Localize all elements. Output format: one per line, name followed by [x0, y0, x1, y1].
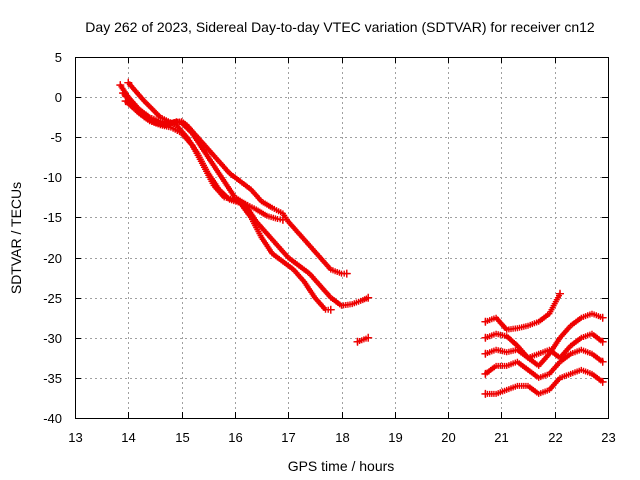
grid — [75, 57, 608, 418]
x-tick-label: 21 — [494, 430, 508, 445]
x-tick-labels: 13 14 15 16 17 18 19 20 21 22 23 — [68, 430, 615, 445]
chart-title: Day 262 of 2023, Sidereal Day-to-day VTE… — [85, 19, 595, 35]
x-tick-label: 13 — [68, 430, 82, 445]
plot-frame — [75, 57, 609, 419]
data-point — [116, 81, 125, 90]
x-tick-label: 14 — [121, 430, 135, 445]
data-point — [326, 305, 335, 314]
series-track-6 — [481, 289, 564, 333]
y-tick-label: -15 — [43, 210, 62, 225]
x-tick-label: 17 — [281, 430, 295, 445]
y-tick-label: 0 — [55, 90, 62, 105]
data-point — [364, 333, 373, 342]
series-line — [484, 313, 604, 367]
y-tick-label: -5 — [50, 130, 62, 145]
series-markers — [482, 290, 563, 333]
y-axis-title: SDTVAR / TECUs — [8, 182, 24, 294]
y-tick-label: -10 — [43, 170, 62, 185]
data-point — [481, 349, 490, 358]
data-point — [119, 89, 127, 98]
series-track-3 — [121, 97, 373, 309]
x-tick-label: 20 — [441, 430, 455, 445]
data-point — [124, 78, 133, 87]
y-tick-label: -30 — [43, 331, 62, 346]
series-track-8 — [481, 330, 607, 361]
data-point — [121, 97, 130, 106]
x-axis-title: GPS time / hours — [288, 458, 395, 474]
data-point — [556, 289, 564, 298]
x-tick-label: 15 — [175, 430, 189, 445]
x-tick-label: 18 — [335, 430, 349, 445]
y-tick-label: -20 — [43, 251, 62, 266]
y-tick-label: -40 — [43, 411, 62, 426]
y-tick-label: 5 — [55, 50, 62, 65]
data-point — [598, 377, 607, 386]
data-point — [598, 357, 607, 366]
x-tick-label: 19 — [388, 430, 402, 445]
data-point — [353, 337, 362, 346]
y-tick-label: -25 — [43, 291, 62, 306]
x-tick-label: 16 — [228, 430, 242, 445]
series-markers — [125, 79, 334, 313]
data-series — [116, 78, 607, 398]
data-point — [481, 317, 490, 326]
x-tick-label: 23 — [601, 430, 615, 445]
series-track-5 — [353, 333, 373, 346]
series-track-10 — [481, 366, 607, 398]
data-point — [342, 269, 351, 278]
data-point — [481, 389, 490, 398]
data-point — [481, 333, 490, 342]
series-track-9 — [481, 346, 607, 381]
y-tick-label: -35 — [43, 371, 62, 386]
series-markers — [482, 366, 606, 397]
y-tick-labels: 5 0 -5 -10 -15 -20 -25 -30 -35 -40 — [43, 50, 62, 426]
data-point — [598, 313, 607, 322]
data-point — [481, 369, 490, 378]
data-point — [598, 337, 607, 346]
x-tick-label: 22 — [548, 430, 562, 445]
data-point — [364, 293, 373, 302]
data-point — [278, 215, 287, 224]
series-track-4 — [124, 78, 335, 314]
